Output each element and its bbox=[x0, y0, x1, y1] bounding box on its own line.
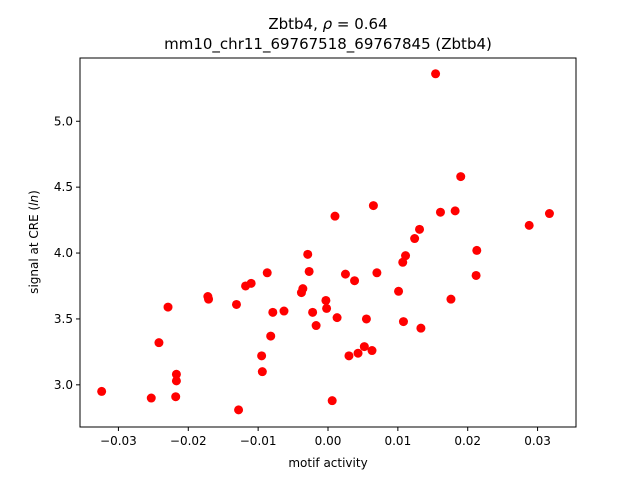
points-layer bbox=[97, 69, 554, 415]
y-tick-label-1: 3.5 bbox=[54, 312, 73, 326]
data-point-9 bbox=[231, 299, 241, 309]
data-point-17 bbox=[268, 307, 278, 317]
data-point-14 bbox=[257, 367, 267, 377]
x-tick-label-2: −0.01 bbox=[240, 434, 277, 448]
x-axis-label: motif activity bbox=[288, 456, 367, 470]
chart-title-line1: Zbtb4, ρ = 0.64 bbox=[268, 15, 387, 33]
data-point-31 bbox=[344, 351, 354, 361]
data-point-54 bbox=[544, 209, 554, 219]
data-point-4 bbox=[171, 369, 181, 379]
x-tick-label-1: −0.02 bbox=[170, 434, 207, 448]
x-tick-label-5: 0.02 bbox=[454, 434, 481, 448]
data-point-51 bbox=[471, 270, 481, 280]
data-point-28 bbox=[330, 211, 340, 221]
data-point-53 bbox=[524, 220, 534, 230]
data-point-44 bbox=[415, 224, 425, 234]
data-point-37 bbox=[368, 201, 378, 211]
data-point-38 bbox=[372, 268, 382, 278]
data-point-3 bbox=[163, 302, 173, 312]
y-axis-label: signal at CRE (ln) bbox=[27, 190, 41, 294]
data-point-50 bbox=[456, 172, 466, 182]
data-point-29 bbox=[332, 313, 342, 323]
data-point-49 bbox=[450, 206, 460, 216]
data-point-45 bbox=[416, 323, 426, 333]
data-point-20 bbox=[298, 284, 308, 294]
data-point-39 bbox=[394, 286, 404, 296]
data-point-26 bbox=[322, 303, 332, 313]
data-point-22 bbox=[304, 266, 314, 276]
x-axis-ticks: −0.03 −0.02 −0.01 0.00 0.01 0.02 0.03 bbox=[100, 427, 551, 448]
data-point-10 bbox=[234, 405, 244, 415]
chart-title-line2: mm10_chr11_69767518_69767845 (Zbtb4) bbox=[164, 35, 492, 54]
data-point-43 bbox=[410, 234, 420, 244]
data-point-36 bbox=[367, 346, 377, 356]
data-point-32 bbox=[350, 276, 360, 286]
y-tick-label-2: 4.0 bbox=[54, 246, 73, 260]
data-point-48 bbox=[446, 294, 456, 304]
data-point-27 bbox=[327, 396, 337, 406]
data-point-34 bbox=[359, 342, 369, 352]
plot-frame bbox=[79, 57, 577, 428]
data-point-47 bbox=[435, 207, 445, 217]
data-point-8 bbox=[204, 294, 214, 304]
data-point-25 bbox=[321, 295, 331, 305]
x-tick-label-0: −0.03 bbox=[100, 434, 137, 448]
data-point-42 bbox=[401, 251, 411, 261]
data-point-18 bbox=[279, 306, 289, 316]
data-point-24 bbox=[311, 321, 321, 331]
data-point-35 bbox=[361, 314, 371, 324]
data-point-1 bbox=[146, 393, 156, 403]
data-point-46 bbox=[431, 69, 441, 79]
data-point-12 bbox=[246, 278, 256, 288]
data-point-6 bbox=[171, 392, 181, 402]
data-point-16 bbox=[266, 331, 276, 341]
data-point-2 bbox=[154, 338, 164, 348]
data-point-41 bbox=[398, 317, 408, 327]
data-point-5 bbox=[171, 376, 181, 386]
data-point-33 bbox=[353, 348, 363, 358]
x-tick-label-3: 0.00 bbox=[315, 434, 342, 448]
data-point-30 bbox=[340, 269, 350, 279]
data-point-21 bbox=[303, 249, 313, 259]
data-point-13 bbox=[257, 351, 267, 361]
data-point-0 bbox=[97, 386, 107, 396]
data-point-23 bbox=[308, 307, 318, 317]
x-tick-label-6: 0.03 bbox=[524, 434, 551, 448]
y-tick-label-4: 5.0 bbox=[54, 114, 73, 128]
y-tick-label-3: 4.5 bbox=[54, 180, 73, 194]
data-point-15 bbox=[262, 268, 272, 278]
y-tick-label-0: 3.0 bbox=[54, 378, 73, 392]
x-tick-label-4: 0.01 bbox=[384, 434, 411, 448]
plot-area bbox=[80, 58, 576, 427]
y-axis-ticks: 3.0 3.5 4.0 4.5 5.0 bbox=[54, 114, 80, 392]
data-point-52 bbox=[472, 245, 482, 255]
